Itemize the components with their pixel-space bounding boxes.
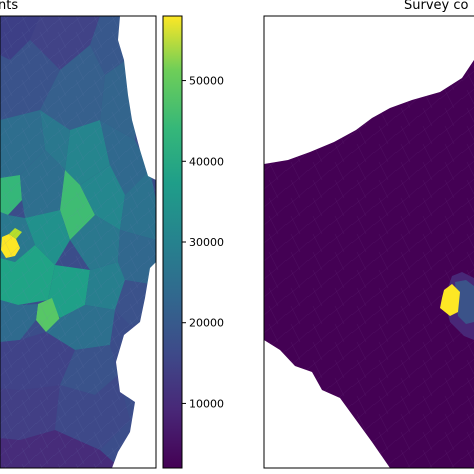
- left-map-outside-ne: [118, 16, 156, 180]
- colorbar-tick-label: 20000: [189, 317, 224, 330]
- left-map-outside-se: [112, 262, 156, 468]
- right-map-outside-southwest: [264, 340, 390, 468]
- region-east-central-hotspot: [440, 284, 460, 316]
- right-map-outside-north: [264, 16, 474, 164]
- colorbar: 10000 20000 30000 40000 50000: [162, 15, 224, 469]
- colorbar-tick-label: 40000: [189, 155, 224, 168]
- colorbar-tick-label: 50000: [189, 75, 224, 88]
- colorbar-tick-label: 30000: [189, 236, 224, 249]
- right-map-frame: [263, 15, 474, 469]
- colorbar-gradient: [163, 16, 182, 468]
- left-map-frame: [0, 15, 157, 469]
- left-choropleth-map: [0, 16, 156, 468]
- right-choropleth-map: [264, 16, 474, 468]
- colorbar-tick-label: 10000: [189, 397, 224, 410]
- region-east-central-medium: [455, 280, 474, 324]
- right-map-title: Survey co: [404, 0, 469, 13]
- left-map-title: nts: [0, 0, 18, 13]
- colorbar-ticks: 10000 20000 30000 40000 50000: [182, 75, 224, 410]
